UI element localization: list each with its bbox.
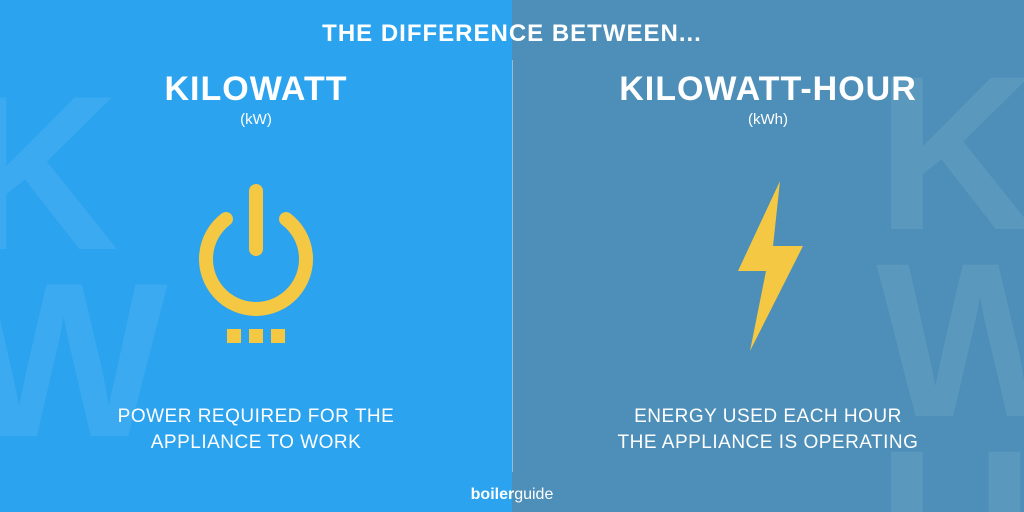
- left-title-block: KILOWATT (kW): [165, 70, 348, 128]
- footer-brand: boilerguide: [0, 486, 1024, 504]
- right-title-block: KILOWATT-HOUR (kWh): [619, 70, 917, 128]
- power-icon: [181, 181, 331, 351]
- left-description: POWER REQUIRED FOR THEAPPLIANCE TO WORK: [88, 404, 425, 457]
- vertical-divider: [512, 60, 513, 472]
- left-term: KILOWATT: [165, 70, 348, 109]
- right-term: KILOWATT-HOUR: [619, 70, 917, 109]
- left-panel: KW KILOWATT (kW) POWER REQUIRED FOR THEA…: [0, 0, 512, 512]
- left-abbrev: (kW): [165, 111, 348, 128]
- left-icon-wrap: [181, 128, 331, 404]
- footer-bold: boiler: [471, 486, 515, 503]
- footer-light: guide: [514, 486, 553, 503]
- right-panel: KWH KILOWATT-HOUR (kWh) ENERGY USED EACH…: [512, 0, 1024, 512]
- right-abbrev: (kWh): [619, 111, 917, 128]
- lightning-icon: [718, 181, 818, 351]
- right-description: ENERGY USED EACH HOURTHE APPLIANCE IS OP…: [588, 404, 949, 457]
- page-header: THE DIFFERENCE BETWEEN...: [0, 20, 1024, 48]
- right-icon-wrap: [718, 128, 818, 404]
- bg-watermark-left: KW: [0, 80, 168, 454]
